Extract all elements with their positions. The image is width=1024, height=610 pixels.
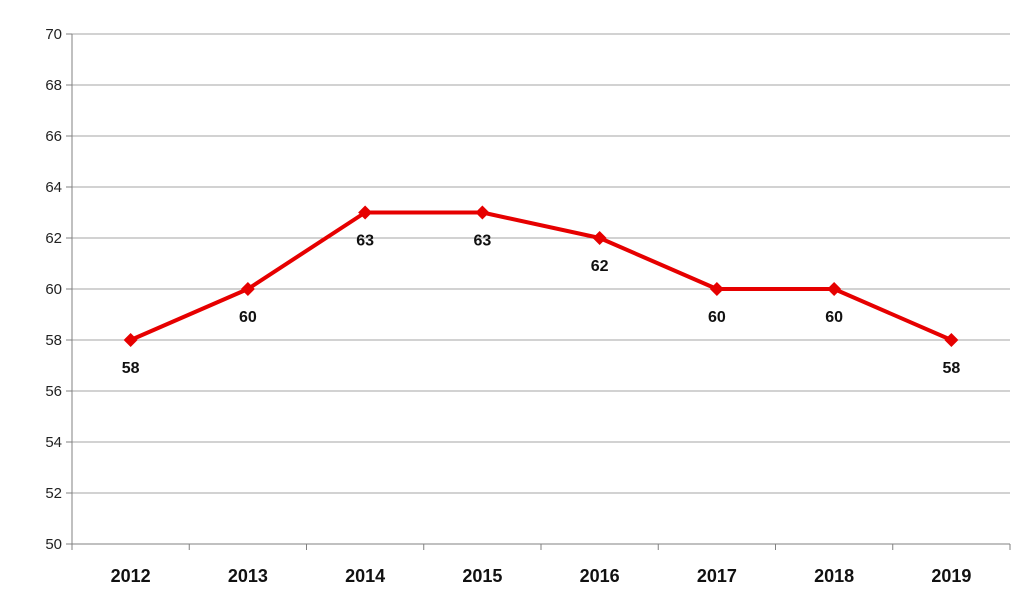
data-point-marker [709,282,724,296]
data-point-marker [358,205,373,220]
x-tick-label: 2015 [462,566,502,586]
x-tick-label: 2013 [228,566,268,586]
data-label: 63 [473,233,491,250]
data-point-marker [123,333,138,347]
data-label: 63 [356,233,374,250]
y-tick-label: 54 [45,434,62,451]
data-label: 60 [708,309,726,326]
y-tick-label: 64 [45,179,62,196]
x-tick-label: 2016 [580,566,620,586]
x-tick-label: 2018 [814,566,854,586]
y-tick-label: 68 [45,77,62,94]
series-layer [123,205,959,347]
data-label: 62 [591,258,609,275]
y-tick-label: 50 [45,536,62,553]
y-tick-label: 66 [45,128,62,145]
y-tick-label: 70 [45,26,62,43]
axes [66,33,1011,550]
data-label: 58 [942,360,960,377]
series-line [129,210,953,342]
data-point-marker [592,231,607,245]
y-tick-label: 58 [45,332,62,349]
y-tick-label: 60 [45,281,62,298]
data-point-marker [827,282,842,296]
data-label: 60 [825,309,843,326]
data-label: 60 [239,309,257,326]
data-point-marker [944,333,959,347]
data-labels: 58 60 63 63 62 60 60 58 [122,233,961,378]
data-label: 58 [122,360,140,377]
data-point-marker [475,205,490,220]
data-point-marker [240,282,255,296]
x-axis-tick-labels: 2012 2013 2014 2015 2016 2017 2018 2019 [111,566,972,586]
x-tick-label: 2019 [931,566,971,586]
y-tick-label: 62 [45,230,62,247]
x-tick-label: 2017 [697,566,737,586]
y-tick-label: 52 [45,485,62,502]
x-tick-label: 2012 [111,566,151,586]
x-tick-label: 2014 [345,566,385,586]
gridlines [72,33,1010,494]
y-axis-tick-labels: 50 52 54 56 58 60 62 64 66 68 70 [45,26,62,553]
y-tick-label: 56 [45,383,62,400]
